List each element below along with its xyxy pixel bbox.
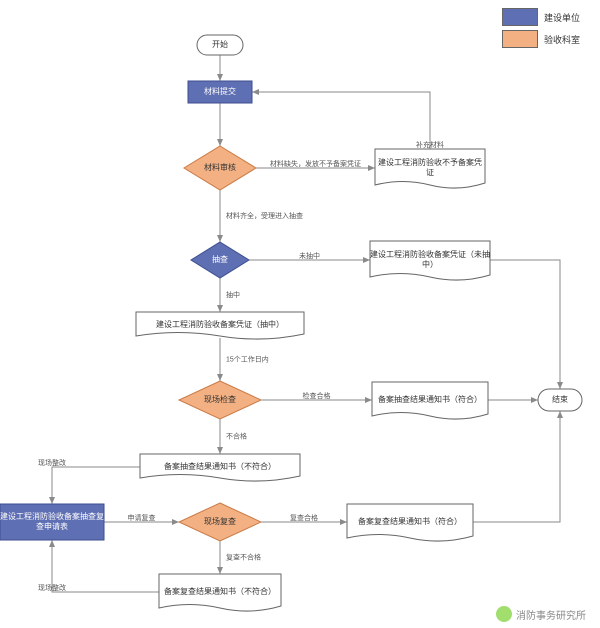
flowchart: 材料缺失，发放不予备案凭证 补充材料材料齐全，受理进入抽查未抽中抽中 15个工作日内… bbox=[0, 0, 600, 628]
node-label: 材料审核 bbox=[204, 162, 236, 172]
node-label: 备案复查结果通知书（符合） bbox=[358, 516, 462, 526]
node-label: 材料提交 bbox=[204, 86, 236, 96]
node-label: 证 bbox=[426, 168, 434, 177]
node-label: 现场检查 bbox=[204, 394, 236, 404]
svg-text:复查不合格: 复查不合格 bbox=[226, 552, 261, 561]
wechat-icon bbox=[496, 606, 512, 622]
node-label: 查申请表 bbox=[36, 521, 68, 531]
node-label: 建设工程消防验收备案凭证（抽中） bbox=[156, 319, 284, 329]
legend-swatch bbox=[502, 30, 538, 48]
svg-text:现场整改: 现场整改 bbox=[38, 583, 66, 592]
svg-text:现场整改: 现场整改 bbox=[38, 458, 66, 467]
legend-label: 验收科室 bbox=[544, 33, 580, 46]
svg-text:未抽中: 未抽中 bbox=[299, 251, 320, 260]
node-label: 备案抽查结果通知书（符合） bbox=[378, 394, 482, 404]
svg-text:抽中: 抽中 bbox=[226, 290, 240, 299]
node-label: 现场复查 bbox=[204, 516, 236, 526]
node-label: 备案复查结果通知书（不符合） bbox=[164, 586, 276, 596]
svg-text:申请复查: 申请复查 bbox=[128, 513, 156, 522]
node-label: 建设工程消防验收备案抽查复 bbox=[0, 511, 104, 521]
node-label: 抽查 bbox=[212, 254, 228, 264]
svg-text:补充材料: 补充材料 bbox=[416, 140, 444, 149]
node-label: 建设工程消防验收备案凭证（未抽 bbox=[370, 249, 490, 259]
svg-text:检查合格: 检查合格 bbox=[303, 391, 331, 400]
svg-text:材料齐全，受理进入抽查: 材料齐全，受理进入抽查 bbox=[226, 211, 303, 220]
legend-label: 建设单位 bbox=[544, 11, 580, 24]
svg-text:复查合格: 复查合格 bbox=[290, 513, 318, 522]
svg-text:15个工作日内: 15个工作日内 bbox=[226, 354, 269, 363]
node-label: 结束 bbox=[552, 394, 568, 404]
svg-text:材料缺失，发放不予备案凭证: 材料缺失，发放不予备案凭证 bbox=[270, 159, 361, 168]
node-label: 备案抽查结果通知书（不符合） bbox=[164, 461, 276, 471]
svg-text:不合格: 不合格 bbox=[226, 431, 247, 440]
node-label: 开始 bbox=[212, 39, 228, 49]
legend-item-construction: 建设单位 bbox=[502, 8, 580, 26]
legend-swatch bbox=[502, 8, 538, 26]
legend-item-acceptance: 验收科室 bbox=[502, 30, 580, 48]
node-label: 中） bbox=[422, 259, 438, 269]
watermark-text: 消防事务研究所 bbox=[516, 607, 586, 622]
watermark: 消防事务研究所 bbox=[496, 606, 586, 622]
node-label: 建设工程消防验收不予备案凭 bbox=[378, 157, 482, 167]
legend: 建设单位 验收科室 bbox=[502, 8, 580, 52]
